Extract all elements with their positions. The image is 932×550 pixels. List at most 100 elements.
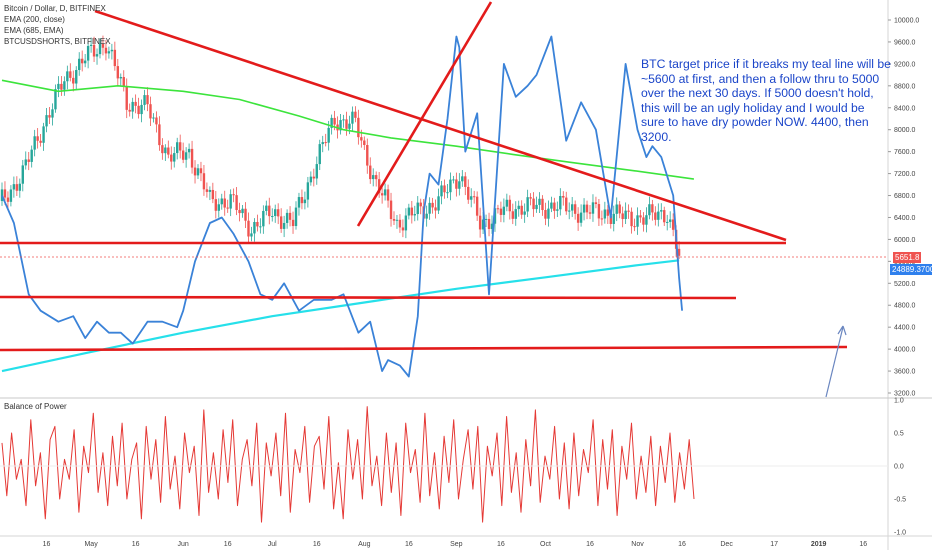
- candle: [235, 187, 238, 216]
- candle-body: [585, 204, 589, 213]
- candle: [48, 106, 51, 124]
- candle-body: [18, 183, 22, 191]
- candle-body: [104, 47, 108, 54]
- x-tick-label: 16: [497, 541, 505, 548]
- candle: [395, 214, 399, 229]
- candle-body: [562, 195, 565, 198]
- candle: [523, 203, 526, 223]
- candle-body: [176, 142, 179, 154]
- x-tick-label: Oct: [540, 541, 551, 548]
- candle-body: [300, 197, 304, 204]
- candle: [24, 151, 27, 170]
- candle-body: [72, 77, 75, 84]
- candle: [78, 52, 81, 76]
- candle: [116, 58, 120, 86]
- candle-body: [315, 164, 318, 179]
- candle-body: [262, 210, 265, 227]
- candle: [98, 38, 102, 59]
- candle-body: [407, 207, 411, 216]
- candle: [452, 175, 455, 184]
- candle-body: [369, 165, 372, 180]
- bop-y-tick-label: -1.0: [894, 530, 906, 537]
- candle-body: [297, 197, 301, 208]
- candle-body: [86, 45, 90, 61]
- candle: [579, 204, 583, 227]
- candle-body: [158, 124, 161, 146]
- candle-body: [146, 95, 149, 105]
- candle-body: [461, 176, 464, 182]
- bop-y-tick-label: 0.5: [894, 431, 904, 438]
- candle-body: [149, 104, 152, 119]
- legend-shorts: BTCUSDSHORTS, BITFINEX: [4, 37, 111, 46]
- candle-body: [517, 205, 520, 210]
- candle: [9, 185, 13, 207]
- candle-body: [285, 212, 289, 223]
- x-tick-label: Aug: [358, 541, 371, 548]
- candle-body: [627, 210, 630, 212]
- x-tick-label: 16: [313, 541, 321, 548]
- candle-body: [30, 149, 33, 162]
- y-tick-label: 9200.0: [894, 61, 916, 68]
- candle: [449, 172, 452, 201]
- candle: [193, 160, 197, 184]
- candle: [588, 204, 592, 220]
- bop-y-tick-label: 0.0: [894, 464, 904, 471]
- candle: [66, 65, 69, 90]
- candle: [187, 143, 191, 159]
- candle-body: [167, 147, 170, 155]
- candle-body: [428, 202, 431, 214]
- candle-body: [128, 109, 131, 112]
- candle-body: [464, 176, 467, 187]
- candle: [330, 114, 333, 135]
- candle-body: [101, 43, 105, 48]
- candle-body: [339, 120, 342, 131]
- candle: [241, 204, 244, 218]
- candle-body: [217, 204, 220, 211]
- candle-body: [57, 83, 60, 90]
- candle-body: [276, 209, 280, 217]
- candle-body: [170, 154, 173, 162]
- candle: [214, 190, 218, 219]
- candle-body: [238, 210, 241, 214]
- legend-ema685: EMA (685, EMA): [4, 26, 64, 35]
- candle-body: [624, 210, 627, 220]
- rising-trendline: [356, 1, 493, 227]
- candle: [660, 203, 663, 220]
- candle: [33, 129, 36, 157]
- candle-body: [511, 211, 514, 219]
- candle-body: [247, 220, 250, 237]
- candle-body: [671, 219, 675, 230]
- candle-body: [496, 208, 500, 210]
- candle-body: [107, 51, 111, 54]
- candle: [95, 48, 99, 65]
- candle-body: [470, 196, 473, 200]
- candle: [461, 170, 464, 187]
- candle: [318, 139, 321, 171]
- candle: [211, 182, 215, 204]
- arrow-head: [837, 325, 847, 336]
- legend-symbol: Bitcoin / Dollar, D, BITFINEX: [4, 4, 106, 13]
- candle-body: [187, 148, 191, 153]
- candle: [262, 205, 265, 234]
- candle-body: [181, 150, 185, 160]
- candle-body: [143, 95, 146, 105]
- candle-body: [54, 89, 57, 110]
- candle-body: [250, 233, 253, 237]
- candle: [202, 165, 206, 196]
- candle: [113, 41, 117, 71]
- candle: [401, 219, 405, 238]
- candle: [499, 201, 503, 223]
- candle-body: [383, 189, 387, 196]
- candle-body: [205, 189, 209, 192]
- candle: [627, 204, 630, 219]
- candle: [511, 203, 514, 225]
- candle-body: [78, 58, 81, 71]
- candle: [21, 159, 24, 192]
- candle-body: [321, 142, 324, 145]
- candle-body: [404, 215, 408, 231]
- candle: [57, 76, 60, 98]
- candle: [639, 209, 642, 223]
- candle: [562, 191, 565, 206]
- candle: [603, 201, 607, 224]
- x-tick-label: 16: [859, 541, 867, 548]
